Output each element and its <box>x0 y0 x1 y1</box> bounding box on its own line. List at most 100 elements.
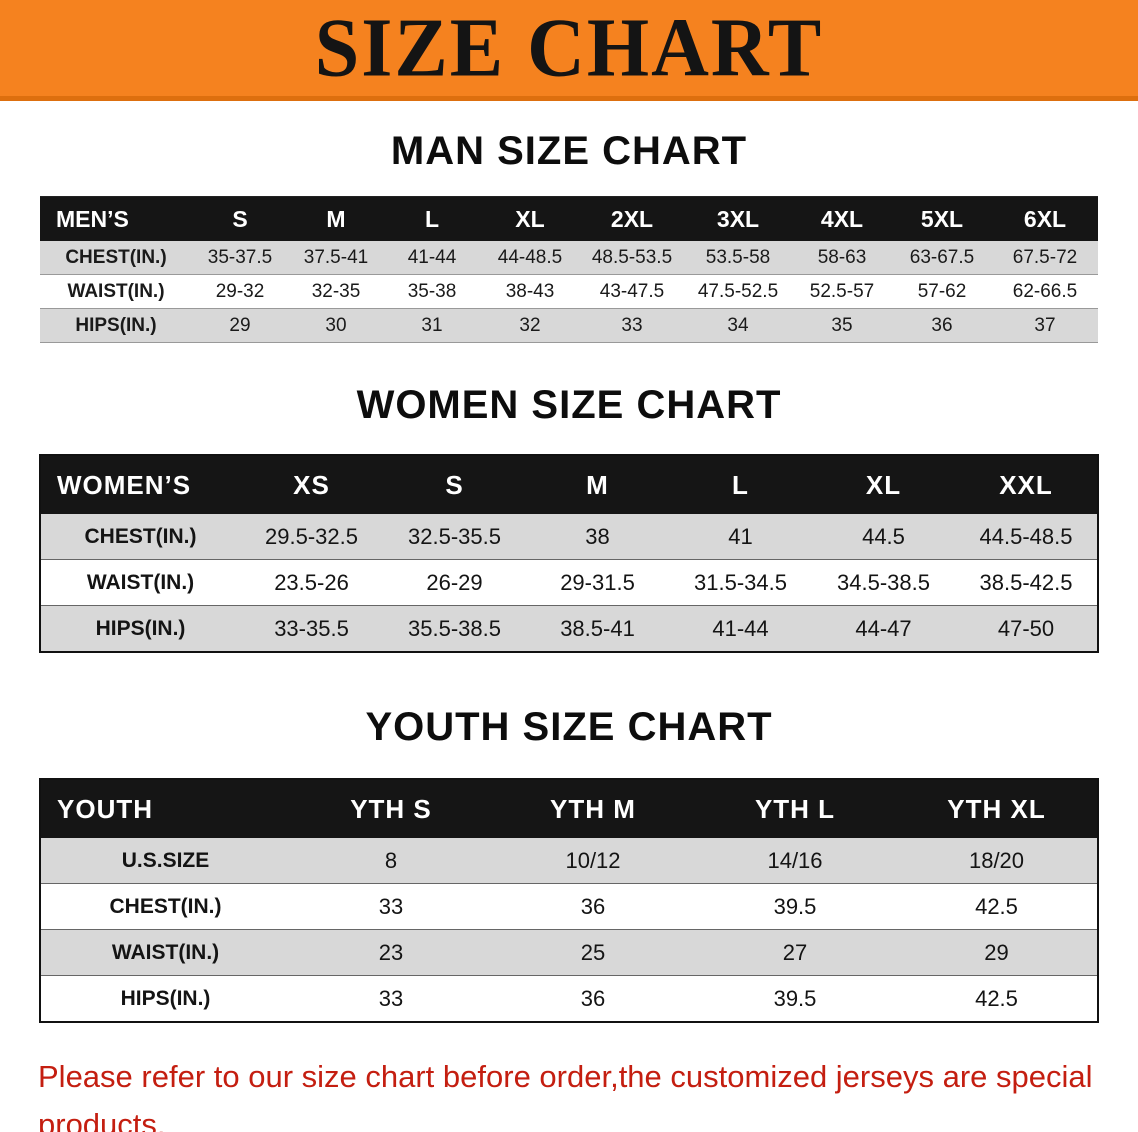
value-cell: 25 <box>492 929 694 976</box>
row-label: HIPS(IN.) <box>40 308 192 343</box>
size-header-cell: L <box>384 196 480 241</box>
value-cell: 39.5 <box>694 975 896 1023</box>
youth-ussize-row: U.S.SIZE 8 10/12 14/16 18/20 <box>40 838 1098 884</box>
value-cell: 8 <box>290 838 492 884</box>
value-cell: 18/20 <box>896 838 1098 884</box>
size-header-cell: S <box>383 455 526 514</box>
youth-chest-row: CHEST(IN.) 33 36 39.5 42.5 <box>40 883 1098 930</box>
size-header-cell: YTH M <box>492 779 694 838</box>
men-size-table: MEN’S S M L XL 2XL 3XL 4XL 5XL 6XL CHEST… <box>40 196 1098 343</box>
value-cell: 47.5-52.5 <box>684 274 792 309</box>
value-cell: 63-67.5 <box>892 241 992 275</box>
value-cell: 41-44 <box>669 605 812 653</box>
women-size-table: WOMEN’S XS S M L XL XXL CHEST(IN.) 29.5-… <box>39 454 1099 653</box>
size-header-cell: M <box>526 455 669 514</box>
women-waist-row: WAIST(IN.) 23.5-26 26-29 29-31.5 31.5-34… <box>40 559 1098 606</box>
value-cell: 35-38 <box>384 274 480 309</box>
value-cell: 42.5 <box>896 975 1098 1023</box>
row-label: U.S.SIZE <box>40 838 290 884</box>
row-label: CHEST(IN.) <box>40 514 240 560</box>
value-cell: 14/16 <box>694 838 896 884</box>
value-cell: 10/12 <box>492 838 694 884</box>
page-title: SIZE CHART <box>314 1 824 95</box>
value-cell: 58-63 <box>792 241 892 275</box>
row-label: WAIST(IN.) <box>40 274 192 309</box>
row-label: WAIST(IN.) <box>40 929 290 976</box>
size-header-cell: 5XL <box>892 196 992 241</box>
value-cell: 29.5-32.5 <box>240 514 383 560</box>
policy-note-line1: Please refer to our size chart before or… <box>38 1059 1093 1132</box>
size-header-cell: M <box>288 196 384 241</box>
value-cell: 47-50 <box>955 605 1098 653</box>
value-cell: 57-62 <box>892 274 992 309</box>
men-waist-row: WAIST(IN.) 29-32 32-35 35-38 38-43 43-47… <box>40 274 1098 309</box>
youth-hips-row: HIPS(IN.) 33 36 39.5 42.5 <box>40 975 1098 1023</box>
value-cell: 41 <box>669 514 812 560</box>
value-cell: 42.5 <box>896 883 1098 930</box>
youth-chart-heading: YOUTH SIZE CHART <box>365 705 773 749</box>
size-header-cell: XXL <box>955 455 1098 514</box>
value-cell: 33 <box>580 308 684 343</box>
banner: SIZE CHART <box>0 0 1138 101</box>
value-cell: 44-47 <box>812 605 955 653</box>
size-header-cell: YTH S <box>290 779 492 838</box>
value-cell: 35.5-38.5 <box>383 605 526 653</box>
value-cell: 27 <box>694 929 896 976</box>
value-cell: 44.5-48.5 <box>955 514 1098 560</box>
youth-header-row: YOUTH YTH S YTH M YTH L YTH XL <box>40 779 1098 838</box>
row-label: CHEST(IN.) <box>40 883 290 930</box>
row-label: CHEST(IN.) <box>40 241 192 275</box>
value-cell: 44-48.5 <box>480 241 580 275</box>
row-label: HIPS(IN.) <box>40 605 240 653</box>
value-cell: 34 <box>684 308 792 343</box>
youth-size-table: YOUTH YTH S YTH M YTH L YTH XL U.S.SIZE … <box>39 778 1099 1023</box>
value-cell: 38-43 <box>480 274 580 309</box>
value-cell: 33 <box>290 883 492 930</box>
value-cell: 29 <box>896 929 1098 976</box>
value-cell: 44.5 <box>812 514 955 560</box>
value-cell: 26-29 <box>383 559 526 606</box>
value-cell: 31 <box>384 308 480 343</box>
value-cell: 62-66.5 <box>992 274 1098 309</box>
row-label: WAIST(IN.) <box>40 559 240 606</box>
value-cell: 41-44 <box>384 241 480 275</box>
size-header-cell: XS <box>240 455 383 514</box>
men-header-row: MEN’S S M L XL 2XL 3XL 4XL 5XL 6XL <box>40 196 1098 241</box>
value-cell: 34.5-38.5 <box>812 559 955 606</box>
value-cell: 35-37.5 <box>192 241 288 275</box>
value-cell: 39.5 <box>694 883 896 930</box>
size-header-cell: 4XL <box>792 196 892 241</box>
value-cell: 32-35 <box>288 274 384 309</box>
value-cell: 33-35.5 <box>240 605 383 653</box>
size-header-cell: 6XL <box>992 196 1098 241</box>
size-header-cell: YTH L <box>694 779 896 838</box>
value-cell: 29-31.5 <box>526 559 669 606</box>
men-chart-heading: MAN SIZE CHART <box>390 129 748 173</box>
value-cell: 36 <box>892 308 992 343</box>
size-header-cell: S <box>192 196 288 241</box>
value-cell: 52.5-57 <box>792 274 892 309</box>
men-hips-row: HIPS(IN.) 29 30 31 32 33 34 35 36 37 <box>40 308 1098 343</box>
value-cell: 38.5-42.5 <box>955 559 1098 606</box>
value-cell: 37 <box>992 308 1098 343</box>
row-label: HIPS(IN.) <box>40 975 290 1023</box>
women-corner-label: WOMEN’S <box>40 455 240 514</box>
value-cell: 67.5-72 <box>992 241 1098 275</box>
size-header-cell: L <box>669 455 812 514</box>
value-cell: 23 <box>290 929 492 976</box>
value-cell: 36 <box>492 975 694 1023</box>
women-header-row: WOMEN’S XS S M L XL XXL <box>40 455 1098 514</box>
size-header-cell: 3XL <box>684 196 792 241</box>
value-cell: 38 <box>526 514 669 560</box>
value-cell: 29 <box>192 308 288 343</box>
women-chart-heading: WOMEN SIZE CHART <box>356 383 782 427</box>
value-cell: 53.5-58 <box>684 241 792 275</box>
size-header-cell: YTH XL <box>896 779 1098 838</box>
value-cell: 37.5-41 <box>288 241 384 275</box>
value-cell: 31.5-34.5 <box>669 559 812 606</box>
value-cell: 38.5-41 <box>526 605 669 653</box>
size-header-cell: XL <box>480 196 580 241</box>
value-cell: 32 <box>480 308 580 343</box>
value-cell: 35 <box>792 308 892 343</box>
